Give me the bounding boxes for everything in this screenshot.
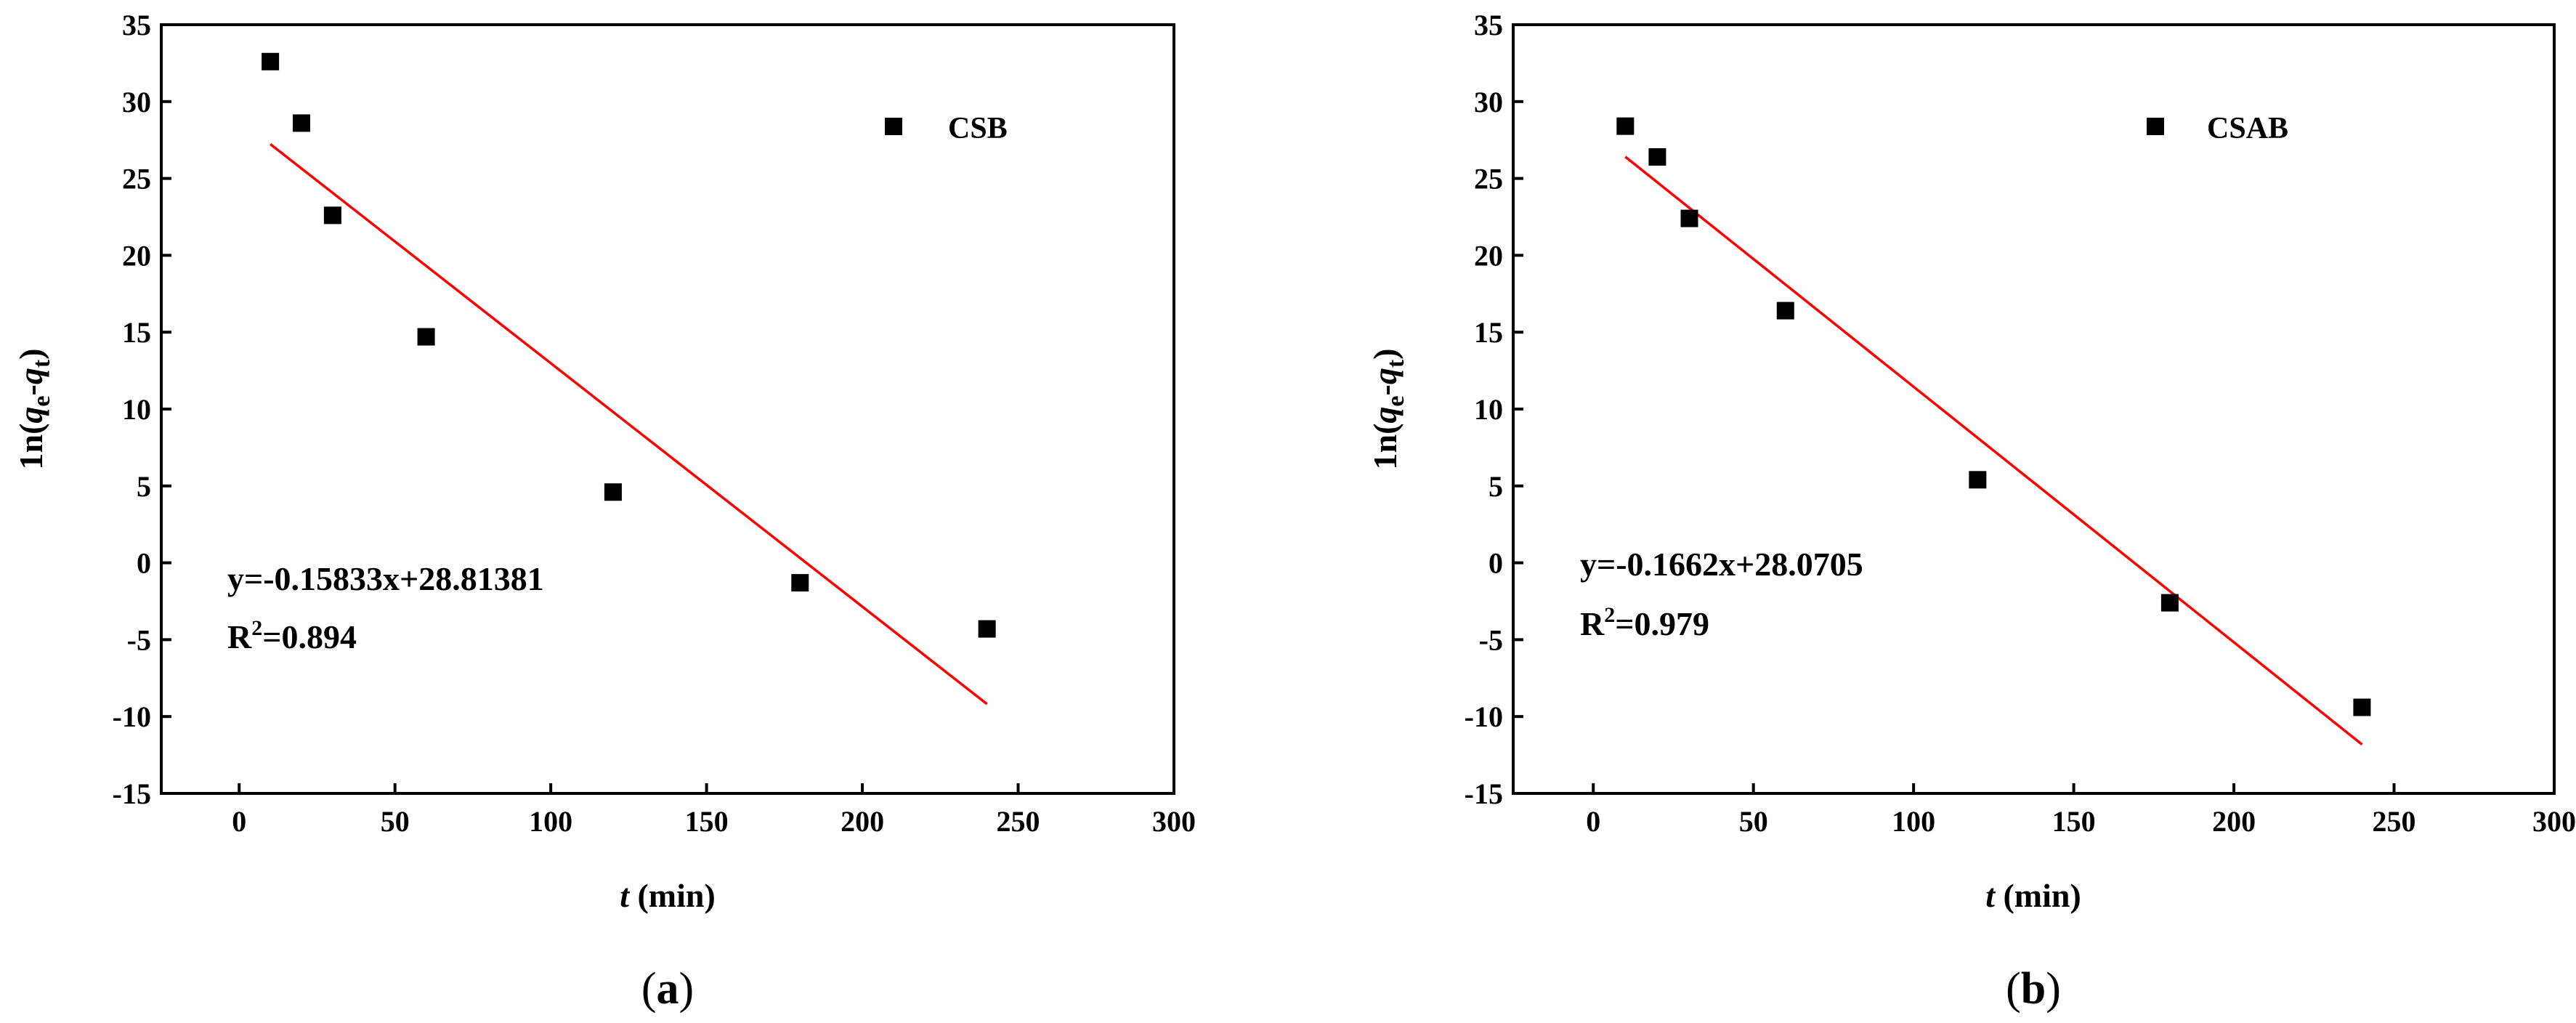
panel-b: -15 -10 -5 0 5 10 15 20 25 30 35 0 50 100 150 200 250 300… [1366, 9, 2576, 1014]
y-tick-label-a: -15 [113, 777, 151, 810]
y-tick-label-b: -5 [1479, 623, 1503, 656]
y-tick-label-b: -15 [1465, 777, 1503, 810]
y-tick-label-a: 15 [122, 316, 151, 349]
x-axis-title-b: t (min) [1985, 877, 2081, 914]
data-point-a [323, 206, 341, 225]
fit-equation-a: y=-0.15833x+28.81381 [227, 560, 544, 597]
data-point-a [978, 620, 996, 638]
y-axis-title-b: 1n(qe-qt) [1366, 349, 1409, 470]
x-axis-title-a: t (min) [620, 877, 716, 914]
x-tick-label-a: 200 [841, 805, 884, 838]
x-tick-label-b: 100 [1892, 805, 1935, 838]
legend-marker-b [2147, 118, 2164, 135]
r-squared-a: R2=0.894 [227, 616, 357, 655]
x-tick-label-a: 300 [1152, 805, 1196, 838]
y-tick-label-b: 10 [1474, 393, 1503, 426]
data-point-b [1776, 302, 1794, 320]
y-tick-label-a: 20 [122, 239, 151, 272]
y-tick-label-a: -10 [113, 700, 151, 733]
y-tick-label-b: 20 [1474, 239, 1503, 272]
panel-label-b: (b) [2006, 964, 2061, 1014]
x-tick-label-b: 0 [1586, 805, 1600, 838]
y-tick-label-b: 15 [1474, 316, 1503, 349]
data-point-b [1969, 471, 1987, 489]
y-tick-label-b: 25 [1474, 163, 1503, 195]
y-tick-label-b: 35 [1474, 9, 1503, 41]
y-tick-label-a: 5 [137, 470, 151, 503]
x-tick-label-a: 100 [529, 805, 572, 838]
x-tick-label-b: 150 [2052, 805, 2096, 838]
data-point-a [604, 483, 622, 501]
r-squared-b: R2=0.979 [1580, 603, 1709, 642]
y-tick-label-a: 30 [122, 86, 151, 118]
data-point-b [2353, 698, 2371, 716]
fit-equation-b: y=-0.1662x+28.0705 [1580, 546, 1863, 583]
data-point-a [417, 328, 435, 346]
panel-a: -15 -10 -5 0 5 10 15 20 25 30 35 0 50 100 150 200 250 300… [12, 9, 1196, 1014]
data-point-a [293, 114, 311, 132]
legend-label-b: CSAB [2207, 112, 2288, 145]
x-tick-label-a: 0 [232, 805, 246, 838]
data-point-b [1680, 209, 1698, 227]
data-point-b [1616, 117, 1635, 135]
data-point-a [262, 52, 280, 70]
x-tick-label-a: 150 [685, 805, 729, 838]
x-tick-label-b: 50 [1739, 805, 1768, 838]
y-tick-label-a: -5 [127, 623, 151, 656]
marks-b [1616, 117, 2371, 746]
y-tick-label-a: 0 [137, 547, 151, 580]
ticks-a: -15 -10 -5 0 5 10 15 20 25 30 35 0 50 100 150 200 250 300 [113, 9, 1196, 838]
x-tick-label-a: 50 [381, 805, 410, 838]
x-tick-label-b: 200 [2212, 805, 2256, 838]
y-tick-label-b: -10 [1465, 700, 1503, 733]
plot-frame-b [1512, 23, 2556, 795]
x-tick-label-a: 250 [997, 805, 1040, 838]
y-tick-label-b: 30 [1474, 86, 1503, 118]
plot-frame-a [160, 23, 1175, 795]
ticks-b: -15 -10 -5 0 5 10 15 20 25 30 35 0 50 100 150 200 250 300 [1465, 9, 2576, 838]
data-point-a [791, 574, 809, 592]
fit-line-a [270, 143, 988, 705]
y-tick-label-a: 10 [122, 393, 151, 426]
data-point-b [1648, 147, 1666, 166]
y-tick-label-a: 25 [122, 163, 151, 195]
panel-label-a: (a) [641, 964, 694, 1014]
legend-marker-a [885, 118, 902, 135]
marks-a [262, 52, 996, 705]
y-tick-label-a: 35 [122, 9, 151, 41]
y-tick-label-b: 0 [1489, 547, 1503, 580]
y-tick-label-b: 5 [1489, 470, 1503, 503]
y-axis-title-a: 1n(qe-qt) [12, 349, 55, 470]
fit-line-b [1624, 155, 2363, 746]
x-tick-label-b: 250 [2373, 805, 2416, 838]
data-point-b [2160, 594, 2179, 612]
x-tick-label-b: 300 [2532, 805, 2576, 838]
legend-label-a: CSB [948, 112, 1008, 145]
